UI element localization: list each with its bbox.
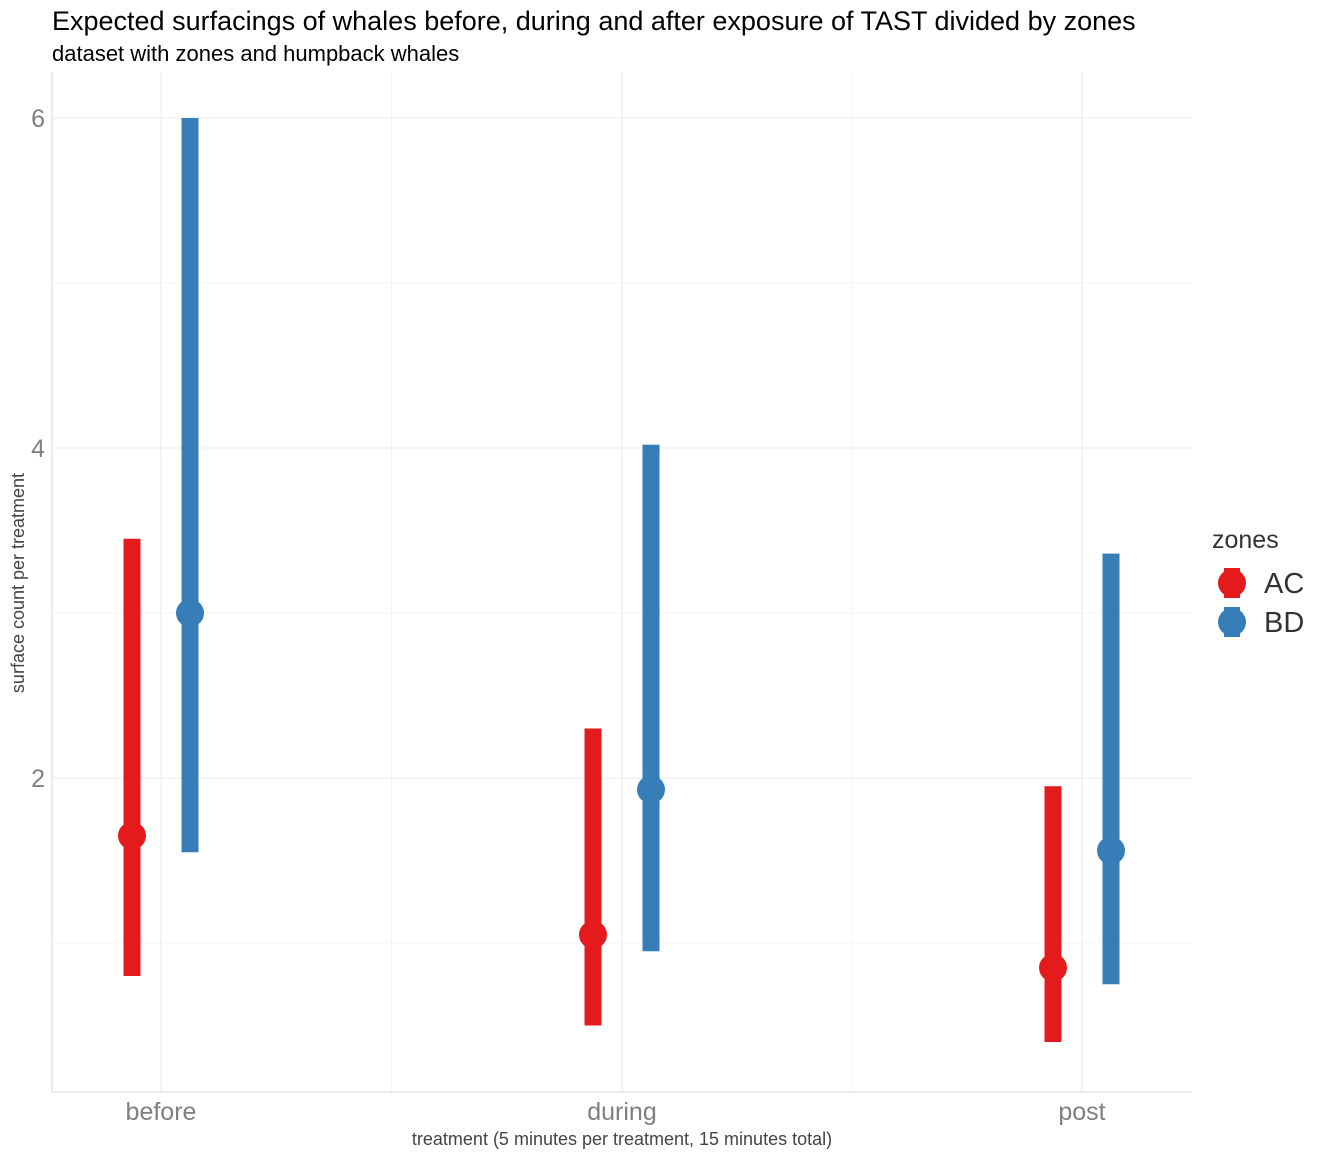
interval-bar-ac-post xyxy=(1044,786,1062,1042)
legend: zones AC BD xyxy=(1212,526,1304,639)
legend-key-point-ac xyxy=(1218,569,1246,597)
chart-subtitle: dataset with zones and humpback whales xyxy=(52,41,459,66)
point-bd-post xyxy=(1097,836,1125,865)
point-bd-before xyxy=(176,599,204,627)
x-tick-label: during xyxy=(587,1098,657,1126)
point-ac-before xyxy=(118,821,146,850)
interval-bar-ac-during xyxy=(584,728,602,1026)
interval-bar-bd-during xyxy=(642,444,660,952)
y-axis-title: surface count per treatment xyxy=(8,473,28,693)
point-ac-post xyxy=(1039,953,1067,982)
y-axis-ticks: 2 4 6 xyxy=(31,105,45,793)
legend-key-point-bd xyxy=(1218,608,1246,636)
legend-label-bd: BD xyxy=(1264,607,1304,639)
interval-bar-bd-post xyxy=(1102,553,1120,985)
gridlines xyxy=(52,72,1192,1092)
x-tick-label: before xyxy=(126,1098,197,1126)
point-ac-during xyxy=(579,920,607,949)
y-tick-label: 6 xyxy=(31,105,45,133)
interval-bar-bd-before xyxy=(181,118,199,853)
legend-title: zones xyxy=(1212,526,1279,554)
x-axis-ticks: before during post xyxy=(126,1098,1106,1126)
data-marks xyxy=(118,118,1125,1042)
chart-title: Expected surfacings of whales before, du… xyxy=(52,6,1136,36)
x-tick-label: post xyxy=(1058,1098,1105,1126)
interval-bar-ac-before xyxy=(123,538,141,976)
point-bd-during xyxy=(637,775,665,804)
y-tick-label: 4 xyxy=(31,435,45,463)
legend-label-ac: AC xyxy=(1264,568,1304,600)
x-axis-title: treatment (5 minutes per treatment, 15 m… xyxy=(412,1129,832,1149)
y-tick-label: 2 xyxy=(31,765,45,793)
